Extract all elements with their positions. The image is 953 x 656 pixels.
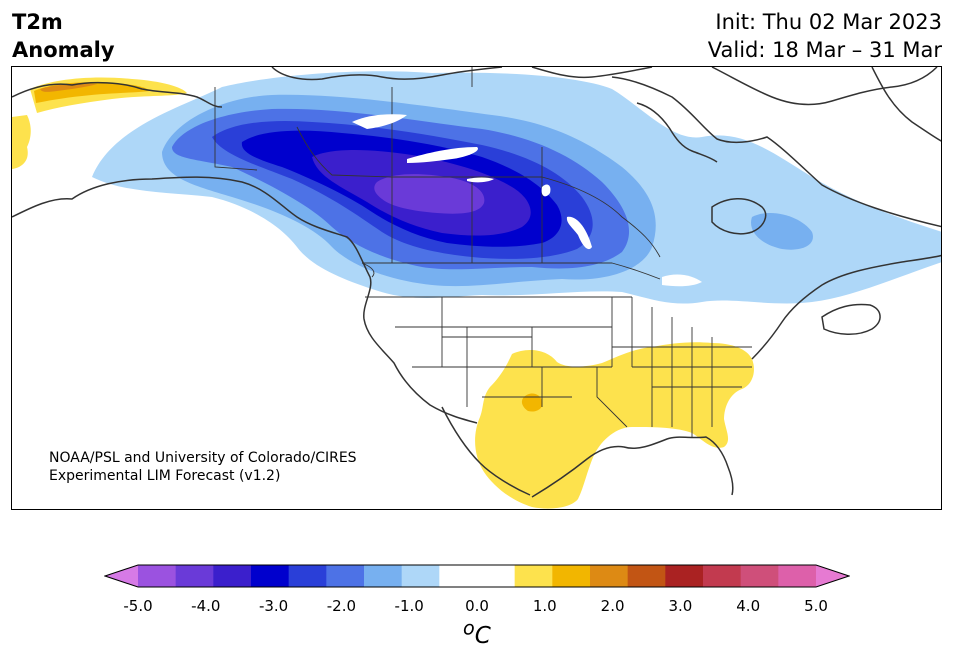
colorbar-tick-label: 2.0 — [600, 597, 625, 615]
anomaly-map — [12, 67, 941, 509]
anomaly-contour-alaska-darkorange — [40, 83, 97, 92]
colorbar-extend-high — [816, 565, 849, 587]
colorbar-tick-label: 4.0 — [736, 597, 761, 615]
colorbar-swatch — [477, 565, 516, 587]
coastlines — [12, 67, 941, 498]
map-title: T2m Anomaly — [12, 8, 115, 64]
colorbar-tick-label: -1.0 — [394, 597, 424, 615]
colorbar-ticks: -5.0 -4.0 -3.0 -2.0 -1.0 0.0 1.0 2.0 3.0 4.0 5.0 — [0, 597, 953, 617]
title-line-2: Anomaly — [12, 38, 115, 62]
colorbar — [104, 564, 850, 588]
colorbar-swatch — [703, 565, 742, 587]
colorbar-swatch — [627, 565, 666, 587]
colorbar-extend-low — [105, 565, 138, 587]
title-line-1: T2m — [12, 10, 63, 34]
colorbar-tick-label: -2.0 — [326, 597, 357, 615]
anomaly-contour-yellow — [475, 342, 754, 509]
colorbar-outline — [104, 564, 850, 588]
lakes — [352, 114, 702, 287]
colorbar-swatch — [138, 565, 177, 587]
colorbar-tick-label: 3.0 — [668, 597, 693, 615]
anomaly-contour-mid-blue-east — [751, 212, 813, 250]
forecast-dates: Init: Thu 02 Mar 2023 Valid: 18 Mar – 31… — [708, 8, 942, 64]
anomaly-contour-purple — [374, 174, 485, 214]
colorbar-unit-degree: o — [463, 616, 475, 639]
borders — [214, 67, 752, 437]
colorbar-swatch — [175, 565, 214, 587]
colorbar-swatch — [439, 565, 478, 587]
map-credit: NOAA/PSL and University of Colorado/CIRE… — [49, 449, 357, 485]
colorbar-tick-label: 0.0 — [465, 597, 489, 615]
colorbar-swatch — [778, 565, 817, 587]
colorbar-tick-label: -4.0 — [191, 597, 221, 615]
colorbar-swatch — [552, 565, 591, 587]
anomaly-contour-alaska-west-yellow — [12, 115, 31, 169]
colorbar-swatch — [213, 565, 252, 587]
colorbar-tick-label: 5.0 — [804, 597, 828, 615]
colorbar-swatch — [251, 565, 290, 587]
colorbar-swatch — [326, 565, 365, 587]
anomaly-contour-orange-spot — [521, 393, 543, 412]
colorbar-tick-label: -5.0 — [123, 597, 153, 615]
credit-line-2: Experimental LIM Forecast (v1.2) — [49, 468, 281, 484]
colorbar-swatch — [401, 565, 440, 587]
valid-period: Valid: 18 Mar – 31 Mar — [707, 38, 942, 62]
colorbar-tick-label: -3.0 — [258, 597, 289, 615]
map-panel — [11, 66, 942, 510]
credit-line-1: NOAA/PSL and University of Colorado/CIRE… — [49, 450, 357, 466]
colorbar-swatch — [364, 565, 403, 587]
colorbar-swatch — [590, 565, 629, 587]
colorbar-unit-letter: C — [474, 622, 491, 649]
colorbar-swatch — [288, 565, 327, 587]
colorbar-swatch — [514, 565, 553, 587]
colorbar-swatch — [665, 565, 704, 587]
colorbar-unit-label: oC — [463, 616, 491, 649]
init-date: Init: Thu 02 Mar 2023 — [715, 10, 942, 34]
colorbar-tick-label: 1.0 — [532, 597, 557, 615]
colorbar-swatch — [740, 565, 779, 587]
